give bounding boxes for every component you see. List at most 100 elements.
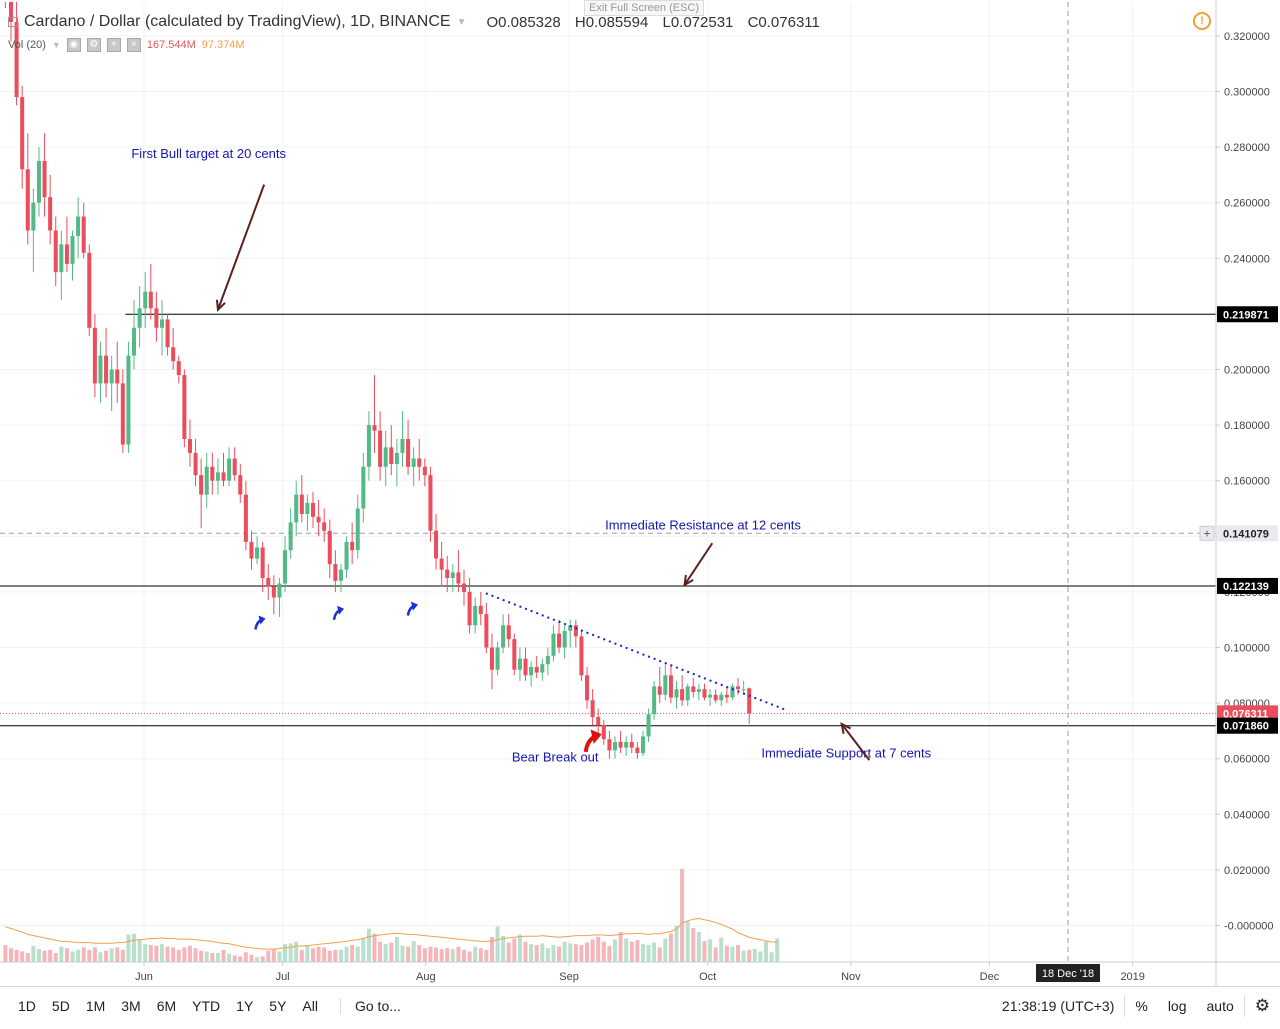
candle-body	[204, 466, 209, 495]
volume-bar	[361, 937, 366, 962]
candle	[629, 733, 634, 754]
candle	[657, 666, 662, 704]
volume-bar	[182, 947, 187, 962]
candle-body	[540, 664, 545, 673]
range-button-ytd[interactable]: YTD	[192, 998, 221, 1014]
candle	[389, 425, 394, 476]
candle-body	[277, 583, 282, 598]
volume-bar	[316, 946, 321, 962]
settings-icon[interactable]: ⚙	[86, 38, 101, 52]
candle	[271, 575, 276, 615]
candle-body	[143, 291, 148, 309]
candle	[87, 244, 92, 337]
candle-body	[579, 636, 584, 676]
pointer-arrow-head	[840, 722, 852, 734]
candle	[143, 272, 148, 328]
candle	[70, 230, 75, 281]
volume-bar	[299, 949, 304, 962]
candle	[702, 683, 707, 701]
chevron-down-icon[interactable]: ▼	[51, 40, 61, 50]
volume-bar	[176, 949, 181, 962]
candle	[680, 675, 685, 706]
price-tick-label: 0.060000	[1224, 754, 1270, 766]
volume-bar	[243, 952, 248, 962]
range-button-1d[interactable]: 1D	[18, 998, 36, 1014]
range-button-5y[interactable]: 5Y	[269, 998, 287, 1014]
candle	[568, 619, 573, 648]
chart-header: Cardano / Dollar (calculated by TradingV…	[0, 0, 1216, 52]
plus-icon[interactable]: +	[106, 38, 121, 52]
candle	[148, 263, 153, 320]
candle	[635, 742, 640, 759]
crosshair-date-label: 18 Dec '18	[1042, 968, 1094, 980]
close-icon[interactable]: ×	[126, 38, 141, 52]
collapse-icon[interactable]	[8, 17, 18, 27]
price-tick-label: 0.320000	[1224, 31, 1270, 43]
price-tick-label: 0.020000	[1224, 865, 1270, 877]
chevron-down-icon[interactable]: ▼	[456, 16, 467, 28]
range-button-5d[interactable]: 5D	[51, 998, 70, 1014]
pointer-arrow-line	[840, 723, 871, 761]
symbol-title[interactable]: Cardano / Dollar (calculated by TradingV…	[24, 13, 451, 30]
candle-body	[187, 439, 192, 453]
volume-bar	[14, 949, 19, 962]
price-tick-label: 0.280000	[1224, 142, 1270, 154]
candle	[322, 508, 327, 542]
volume-bar	[708, 939, 713, 962]
candle-body	[512, 639, 517, 670]
candle-body	[445, 569, 450, 578]
volume-bar	[344, 946, 349, 962]
volume-bar	[434, 947, 439, 962]
gear-icon[interactable]: ⚙	[1254, 996, 1270, 1015]
candle-body	[310, 502, 316, 517]
candle	[260, 541, 265, 592]
exit-fullscreen-button[interactable]: Exit Full Screen (ESC)	[584, 0, 705, 16]
pointer-arrow-line	[683, 542, 714, 586]
annotation-text: Bear Break out	[512, 749, 599, 764]
eye-icon[interactable]: ◉	[66, 38, 81, 52]
clock[interactable]: 21:38:19 (UTC+3)	[1001, 998, 1115, 1014]
annotation-text: Immediate Support at 7 cents	[761, 745, 931, 760]
range-button-all[interactable]: All	[302, 998, 318, 1014]
pointer-arrow-head	[215, 299, 226, 312]
candle-body	[366, 425, 371, 467]
range-button-3m[interactable]: 3M	[121, 998, 141, 1014]
goto-button[interactable]: Go to...	[339, 998, 401, 1014]
candle-body	[506, 625, 511, 640]
volume-bar	[501, 936, 506, 962]
volume-bar	[327, 950, 332, 962]
candle-body	[691, 686, 696, 692]
price-tick-label: 0.300000	[1224, 87, 1270, 99]
candle-body	[148, 291, 153, 309]
range-button-1m[interactable]: 1M	[85, 998, 106, 1014]
price-level-badge-label: 0.076311	[1223, 708, 1268, 720]
candle	[607, 730, 612, 759]
log-toggle[interactable]: log	[1167, 998, 1187, 1014]
volume-bar	[663, 938, 668, 962]
volume-label[interactable]: Vol (20)	[8, 39, 46, 51]
volume-bar	[59, 946, 64, 962]
volume-bar	[640, 944, 645, 962]
percent-toggle[interactable]: %	[1135, 998, 1148, 1014]
candle-body	[394, 452, 399, 465]
candle-body	[14, 22, 19, 98]
range-button-6m[interactable]: 6M	[156, 998, 177, 1014]
candle-body	[159, 319, 165, 328]
volume-bar	[579, 944, 584, 962]
volume-bar	[271, 949, 276, 962]
candle	[585, 666, 590, 709]
volume-bar	[668, 933, 673, 962]
candle	[59, 230, 64, 300]
candle	[76, 197, 81, 259]
volume-bar	[137, 939, 142, 962]
volume-bar	[366, 928, 371, 962]
volume-bar	[187, 945, 192, 962]
range-button-1y[interactable]: 1Y	[236, 998, 254, 1014]
warning-icon[interactable]: !	[1193, 12, 1211, 30]
candle	[450, 564, 455, 592]
auto-toggle[interactable]: auto	[1206, 998, 1234, 1014]
candle	[366, 411, 371, 481]
volume-bar	[724, 945, 729, 962]
